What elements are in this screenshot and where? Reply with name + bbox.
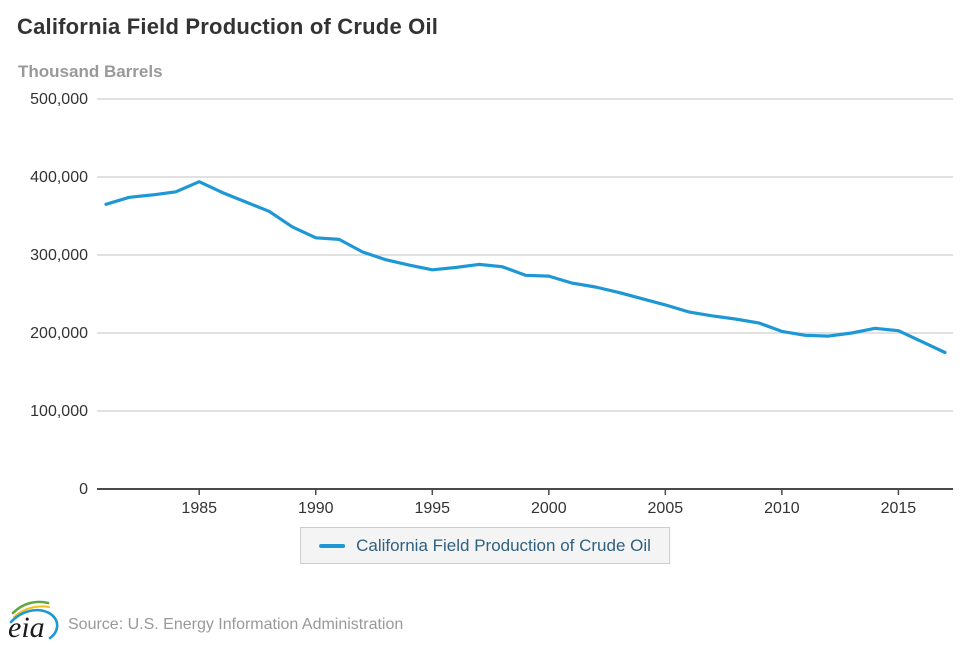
chart-title: California Field Production of Crude Oil [17,14,439,39]
y-axis-tick-label: 200,000 [30,325,88,342]
chart-units-label: Thousand Barrels [18,62,163,81]
eia-logo-green-swoosh-icon [11,600,50,615]
y-axis-tick-label: 300,000 [30,247,88,264]
source-text: Source: U.S. Energy Information Administ… [68,616,404,633]
x-axis-tick-label: 1990 [298,500,334,517]
y-axis-tick-label: 100,000 [30,403,88,420]
y-axis-tick-label: 500,000 [30,91,88,108]
x-axis-tick-label: 2000 [531,500,567,517]
x-axis-tick-label: 1985 [181,500,217,517]
y-axis-tick-label: 0 [79,481,88,498]
y-axis-tick-label: 400,000 [30,169,88,186]
x-axis-tick-label: 2005 [648,500,684,517]
x-axis-tick-label: 2010 [764,500,800,517]
eia-logo-blue-swoosh-icon [9,608,59,640]
legend-line-swatch-icon [319,543,346,548]
series-line-california-crude[interactable] [104,180,947,355]
eia-logo-text: eia [8,611,45,642]
eia-logo-yellow-swoosh-icon [13,605,50,618]
x-axis-tick-label: 2015 [881,500,917,517]
legend-item[interactable]: California Field Production of Crude Oil [300,527,670,564]
x-axis-tick-label: 1995 [414,500,450,517]
eia-logo: eia [8,600,59,642]
legend-label: California Field Production of Crude Oil [356,535,651,555]
